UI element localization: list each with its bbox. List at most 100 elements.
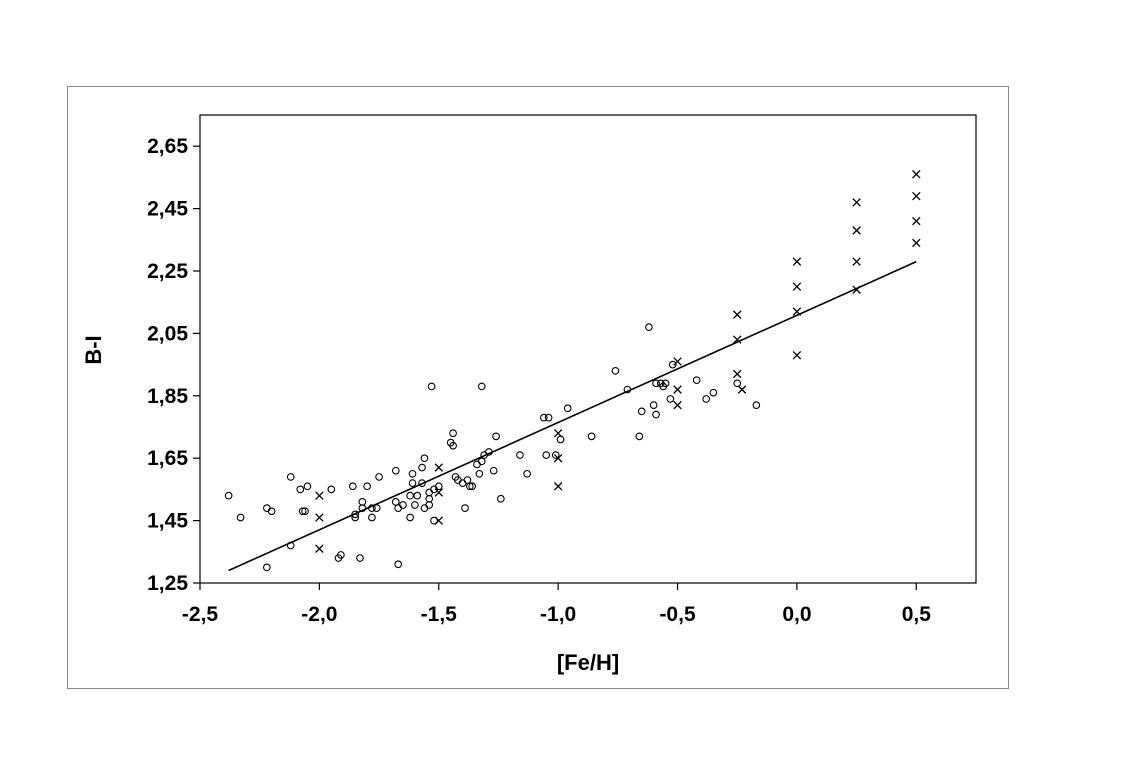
circle-point: [477, 457, 486, 466]
cross-point: [852, 285, 861, 294]
trend-line: [228, 260, 917, 572]
circle-point: [351, 510, 360, 519]
circle-point: [430, 516, 438, 525]
chart-frame: [67, 86, 1009, 689]
circle-point: [434, 482, 443, 491]
data-points: [224, 170, 921, 572]
cross-point: [852, 257, 861, 266]
plot-area: [199, 114, 977, 584]
circle-point: [356, 554, 364, 562]
circle-point: [427, 382, 436, 391]
trend-line-group: [228, 260, 917, 572]
circle-point: [463, 476, 472, 484]
circle-point: [236, 513, 245, 522]
circle-point: [465, 482, 474, 491]
circle-point: [563, 404, 572, 413]
y-tick-label: 1,85: [147, 385, 188, 408]
x-tick-label: -1,5: [421, 603, 458, 626]
cross-point: [732, 335, 742, 344]
cross-point: [315, 513, 324, 522]
circle-point: [348, 482, 357, 491]
circle-point: [425, 501, 434, 509]
circle-point: [645, 323, 653, 332]
circle-point: [399, 501, 407, 509]
y-tick-label: 2,05: [147, 322, 188, 345]
circle-point: [666, 395, 675, 403]
circle-point: [635, 432, 644, 441]
circle-point: [368, 504, 376, 512]
circle-point: [489, 466, 498, 475]
circle-point: [286, 473, 295, 481]
circle-point: [544, 413, 553, 422]
cross-point: [315, 544, 324, 553]
x-tick-label: 0,5: [902, 603, 932, 626]
circle-point: [418, 463, 426, 472]
x-tick-label: 0,0: [782, 603, 811, 626]
circle-point: [611, 366, 620, 375]
circle-point: [468, 482, 477, 491]
circle-point: [413, 491, 422, 500]
circle-point: [496, 494, 505, 503]
circle-point: [461, 504, 469, 512]
circle-point: [391, 498, 400, 506]
circle-point: [752, 401, 761, 410]
circle-point: [492, 432, 500, 441]
circle-point: [661, 379, 670, 388]
y-tick-label: 2,65: [147, 135, 188, 158]
circle-point: [408, 479, 417, 488]
circle-point: [263, 504, 271, 512]
cross-point: [553, 453, 563, 463]
circle-point: [408, 469, 417, 478]
circle-point: [391, 466, 400, 475]
x-axis-title: [Fe/H]: [557, 650, 619, 675]
circle-point: [301, 507, 309, 516]
x-tick-label: -1,0: [540, 603, 576, 626]
circle-point: [411, 501, 419, 509]
circle-point: [637, 407, 646, 416]
circle-point: [709, 388, 718, 397]
circle-point: [420, 504, 429, 512]
circle-point: [458, 479, 467, 488]
circle-point: [523, 469, 531, 478]
cross-point: [792, 282, 802, 291]
cross-point: [553, 482, 563, 491]
circle-point: [477, 382, 486, 391]
cross-point: [673, 385, 682, 394]
cross-point: [852, 198, 861, 207]
circle-point: [303, 482, 312, 491]
cross-point: [792, 257, 802, 266]
circle-point: [418, 479, 426, 488]
circle-point: [587, 432, 596, 441]
y-tick-label: 2,25: [147, 260, 188, 283]
cross-point: [732, 369, 742, 379]
cross-point: [912, 191, 921, 201]
circle-point: [556, 435, 565, 444]
circle-point: [649, 401, 658, 410]
y-tick-label: 2,45: [147, 198, 188, 221]
circle-point: [224, 491, 233, 500]
circle-point: [375, 473, 383, 481]
circle-point: [296, 485, 305, 494]
circle-point: [425, 494, 434, 503]
circle-point: [263, 563, 271, 572]
circle-point: [298, 507, 307, 516]
y-axis: 2,65 2,45 2,25 2,05 1,85 1,65 1,45 1,25: [147, 135, 200, 595]
circle-point: [351, 513, 360, 522]
circle-point: [692, 376, 701, 385]
cross-point: [434, 463, 444, 472]
circle-point: [394, 560, 403, 569]
circle-point: [542, 451, 551, 459]
circle-point: [368, 513, 376, 522]
circle-point: [372, 504, 381, 512]
circle-point: [449, 441, 457, 450]
x-axis: -2,5 -2,0 -1,5 -1,0 -0,5 0,0 0,5: [182, 583, 931, 626]
circle-point: [394, 504, 403, 512]
x-tick-label: -2,0: [301, 603, 337, 626]
circle-point: [473, 460, 481, 469]
cross-point: [434, 516, 444, 525]
cross-point: [553, 428, 563, 438]
circle-point: [420, 454, 429, 463]
cross-point: [912, 216, 921, 226]
x-tick-label: -2,5: [182, 603, 219, 626]
